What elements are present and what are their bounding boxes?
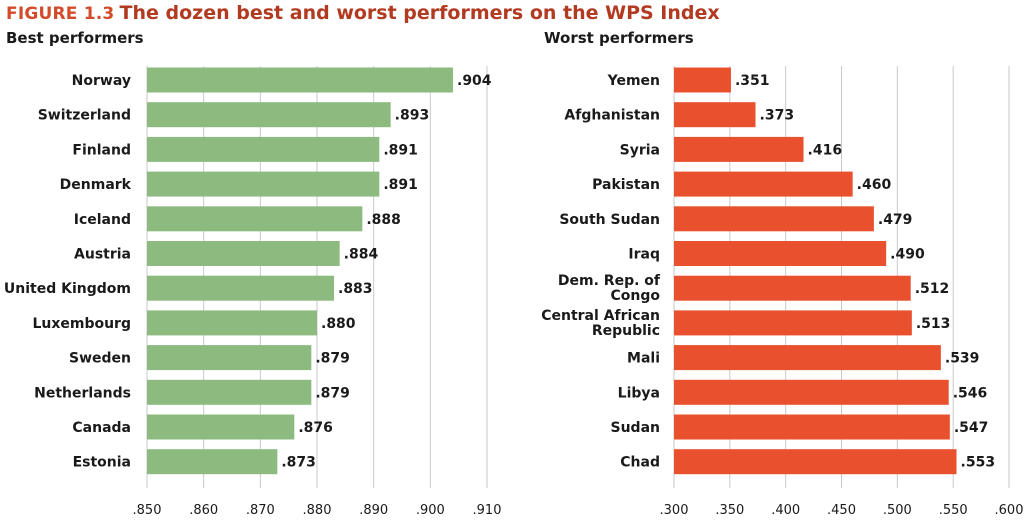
value-label: .460	[857, 177, 892, 193]
category-label: United Kingdom	[4, 281, 131, 297]
bar	[674, 136, 804, 162]
worst-performers-heading: Worst performers	[544, 29, 694, 47]
category-label: Canada	[72, 420, 131, 436]
x-tick-label: .400	[771, 503, 800, 518]
x-tick-label: .500	[883, 503, 912, 518]
bar	[147, 414, 295, 440]
value-label: .490	[890, 247, 925, 263]
x-tick-label: .550	[939, 503, 968, 518]
bar	[147, 345, 312, 371]
category-label: Iceland	[74, 212, 131, 228]
figure-label: FIGURE 1.3	[6, 4, 115, 24]
category-label: Sweden	[69, 351, 131, 367]
x-tick-label: .300	[660, 503, 689, 518]
value-label: .879	[315, 351, 350, 367]
bar	[674, 449, 957, 475]
bar	[147, 241, 340, 266]
bar	[147, 310, 317, 336]
category-label: Switzerland	[38, 108, 131, 124]
value-label: .891	[383, 177, 418, 193]
bar	[674, 310, 912, 336]
category-label: Netherlands	[34, 385, 131, 401]
bar	[674, 414, 950, 440]
bar	[674, 206, 874, 232]
category-label: Yemen	[607, 73, 660, 89]
category-label: Luxembourg	[32, 316, 131, 332]
bar	[147, 449, 278, 475]
bar	[674, 241, 887, 266]
x-tick-label: .910	[473, 503, 502, 518]
category-label: Austria	[74, 247, 131, 263]
bar	[147, 171, 380, 197]
category-label: Syria	[620, 142, 660, 158]
value-label: .553	[961, 455, 996, 471]
value-label: .883	[338, 281, 373, 297]
value-label: .888	[366, 212, 401, 228]
bar	[147, 136, 380, 162]
bar	[674, 379, 949, 405]
x-tick-label: .450	[827, 503, 856, 518]
category-label: Afghanistan	[564, 108, 660, 124]
value-label: .373	[760, 108, 795, 124]
value-label: .876	[298, 420, 333, 436]
bar	[674, 171, 853, 197]
best-performers-heading: Best performers	[6, 29, 144, 47]
value-label: .416	[808, 142, 843, 158]
bar	[147, 379, 312, 405]
value-label: .512	[915, 281, 950, 297]
best-performers-chart: .850 .860 .870 .880 .890 .900 .910 .904 Norway .8…	[4, 66, 502, 518]
value-label: .880	[321, 316, 356, 332]
category-label: South Sudan	[559, 212, 660, 228]
value-label: .513	[916, 316, 951, 332]
x-tick-label: .890	[359, 503, 388, 518]
worst-performers-chart: .300 .350 .400 .450 .500 .550 .600 .351 Yemen .37…	[541, 66, 1023, 518]
figure-title: FIGURE 1.3 The dozen best and worst perf…	[6, 2, 720, 24]
value-label: .546	[953, 385, 988, 401]
category-label: Pakistan	[592, 177, 660, 193]
value-label: .893	[395, 108, 430, 124]
value-label: .873	[281, 455, 316, 471]
category-label: Central African Republic	[541, 308, 660, 339]
value-label: .879	[315, 385, 350, 401]
value-label: .904	[457, 73, 492, 89]
x-tick-label: .860	[189, 503, 218, 518]
value-label: .884	[344, 247, 379, 263]
x-tick-label: .900	[416, 503, 445, 518]
value-label: .351	[735, 73, 770, 89]
bar	[674, 345, 941, 371]
category-label: Sudan	[611, 420, 661, 436]
category-label: Mali	[627, 351, 660, 367]
x-tick-label: .850	[133, 503, 162, 518]
bar	[147, 275, 334, 301]
x-tick-label: .870	[246, 503, 275, 518]
x-tick-label: .880	[303, 503, 332, 518]
category-label: Norway	[72, 73, 131, 89]
bar	[674, 67, 731, 93]
x-tick-label: .600	[995, 503, 1024, 518]
category-label: Dem. Rep. of Congo	[558, 273, 661, 304]
value-label: .547	[954, 420, 989, 436]
bar	[147, 206, 363, 232]
value-label: .479	[878, 212, 913, 228]
category-label: Libya	[618, 385, 660, 401]
category-label: Iraq	[628, 247, 660, 263]
category-label: Finland	[72, 142, 131, 158]
figure-title-text: The dozen best and worst performers on t…	[119, 2, 720, 24]
category-label: Denmark	[60, 177, 132, 193]
bar	[674, 102, 756, 128]
bar	[147, 67, 453, 93]
category-label: Chad	[620, 455, 660, 471]
bar	[147, 102, 391, 128]
category-label: Estonia	[73, 455, 131, 471]
bar	[674, 275, 911, 301]
value-label: .539	[945, 351, 980, 367]
value-label: .891	[383, 142, 418, 158]
x-tick-label: .350	[715, 503, 744, 518]
